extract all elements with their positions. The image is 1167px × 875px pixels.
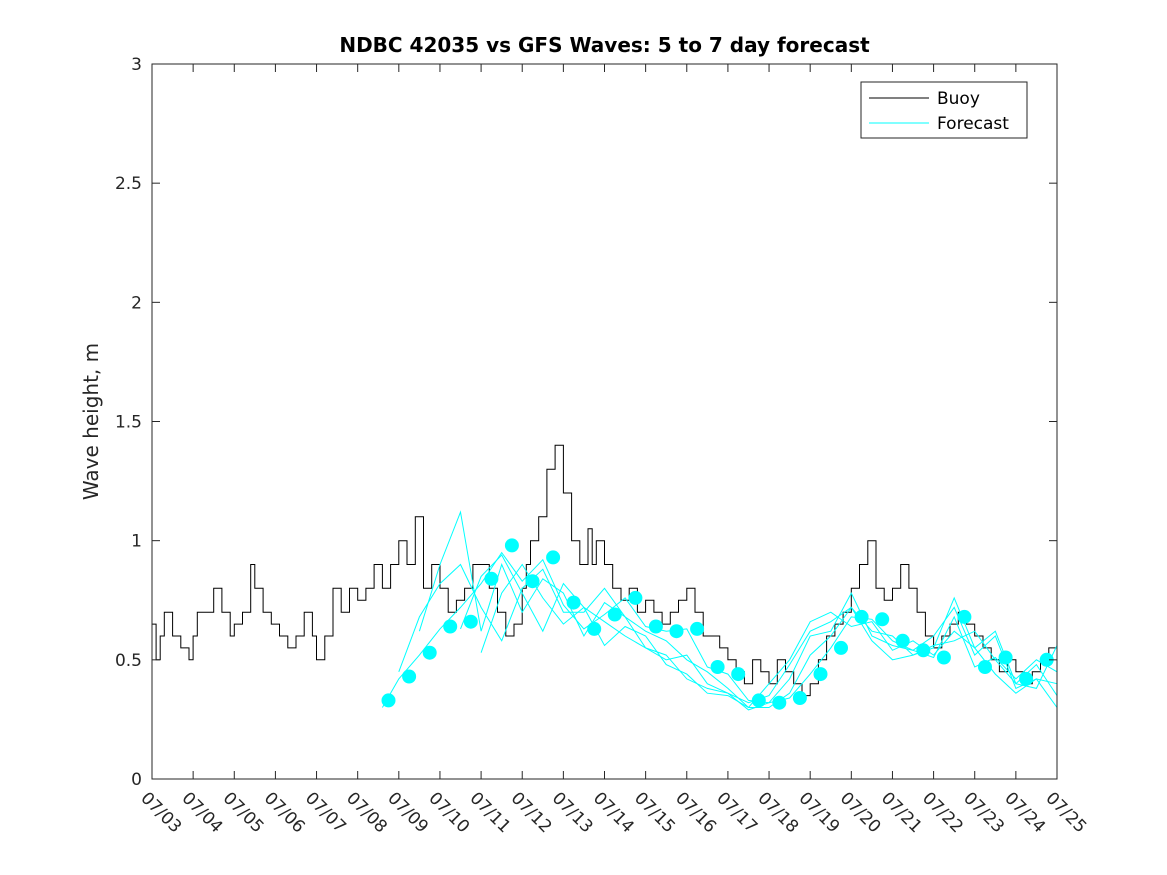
y-tick-label: 1 [131,532,142,552]
chart-title: NDBC 42035 vs GFS Waves: 5 to 7 day fore… [339,33,870,57]
x-tick-label: 07/13 [548,788,597,837]
x-tick-label: 07/03 [136,788,185,837]
forecast-point [792,691,807,705]
forecast-point [710,660,725,674]
x-tick-label: 07/20 [836,788,885,837]
legend-box [860,81,1028,139]
y-tick-label: 2.5 [115,174,142,194]
x-tick-label: 07/19 [795,788,844,837]
series-line-forecast-5 [480,563,1058,704]
y-tick-label: 1.5 [115,413,142,433]
x-tick-label: 07/05 [219,788,268,837]
x-tick-label: 07/06 [260,788,309,837]
forecast-point [813,667,828,682]
forecast-point [443,619,458,634]
x-tick-label: 07/11 [466,788,515,837]
legend-label: Buoy [937,89,980,109]
forecast-point [936,650,951,665]
legend-label: Forecast [937,114,1009,134]
forecast-point [402,669,417,684]
forecast-point [648,619,663,634]
forecast-point [546,550,561,565]
forecast-point [916,643,931,658]
plot-area [152,64,1058,779]
y-axis-label: Wave height, m [79,343,103,500]
forecast-point [1039,652,1054,667]
x-tick-label: 07/24 [1000,788,1049,837]
y-tick-label: 3 [131,55,142,75]
x-tick-label: 07/10 [424,788,473,837]
y-tick-label: 0.5 [115,651,142,671]
x-tick-label: 07/12 [507,788,556,837]
forecast-point [772,695,787,710]
forecast-point [504,538,519,553]
forecast-point [957,609,972,624]
plot-background [152,64,1057,779]
forecast-point [607,607,622,622]
x-tick-label: 07/17 [712,788,761,837]
forecast-point [875,612,890,627]
x-tick-label: 07/07 [301,788,350,837]
forecast-point [566,595,581,610]
y-tick-label: 0 [131,770,142,790]
y-tick-label: 2 [131,293,142,313]
forecast-point [690,621,705,636]
x-tick-label: 07/04 [178,788,227,837]
forecast-point [381,693,396,708]
legend: Buoy Forecast [860,81,1028,139]
x-tick-label: 07/21 [877,788,926,837]
x-tick-label: 07/15 [630,788,679,837]
x-tick-label: 07/25 [1041,788,1090,837]
forecast-point [484,571,499,586]
forecast-point [669,624,684,639]
series-line-forecast-2 [398,563,1058,708]
forecast-point [525,574,540,589]
forecast-point [834,640,848,655]
x-tick-label: 07/09 [383,788,432,837]
forecast-point [895,633,910,648]
x-tick-label: 07/23 [959,788,1008,837]
x-tick-label: 07/08 [342,788,391,837]
forecast-point [587,621,602,636]
forecast-point [751,693,766,708]
x-tick-label: 07/14 [589,788,638,837]
forecast-point [731,667,746,682]
forecast-point [1019,671,1034,686]
forecast-point [422,645,437,660]
forecast-point [628,590,643,605]
x-tick-label: 07/18 [754,788,803,837]
forecast-point [854,609,869,624]
x-tick-label: 07/22 [918,788,967,837]
series-line-buoy [152,444,1058,697]
forecast-point [998,650,1013,665]
forecast-point [463,614,478,629]
x-tick-label: 07/16 [671,788,720,837]
forecast-point [978,660,992,674]
